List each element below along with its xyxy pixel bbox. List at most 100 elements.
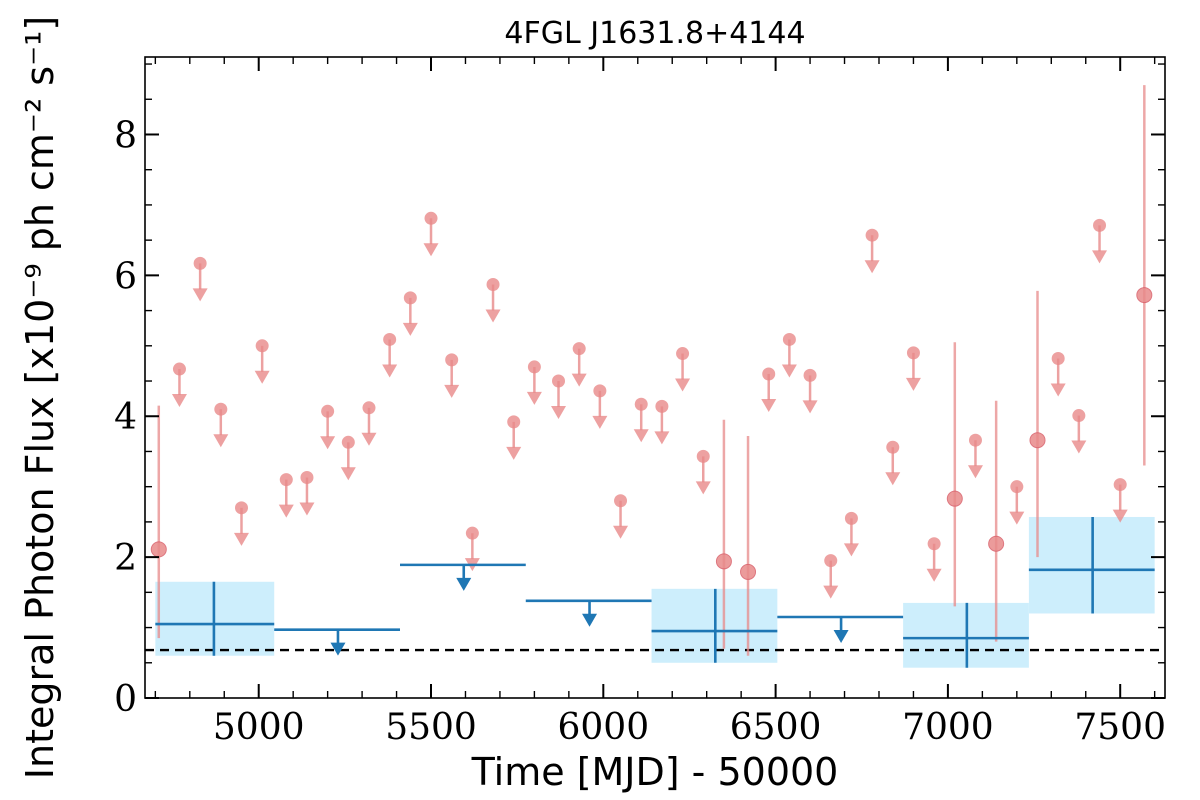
y-axis-label: Integral Photon Flux [x10⁻⁹ ph cm⁻² s⁻¹] — [18, 16, 62, 779]
fine-limit-arrow-10 — [361, 432, 377, 446]
fine-limit-point-29 — [762, 367, 776, 381]
coarse-limit-arrow-2 — [456, 577, 472, 591]
fine-limit-point-4 — [234, 501, 248, 515]
fine-limit-arrow-1 — [171, 394, 187, 408]
fine-limit-point-6 — [279, 473, 293, 487]
fine-limit-arrow-29 — [761, 398, 777, 412]
y-tick-label-3: 6 — [114, 256, 137, 297]
fine-limit-point-21 — [593, 384, 607, 398]
fine-limit-arrow-30 — [781, 364, 797, 378]
fine-limit-point-1 — [172, 362, 186, 376]
fine-limit-arrow-32 — [823, 585, 839, 599]
y-tick-label-0: 0 — [114, 679, 137, 720]
coarse-limit-arrow-5 — [833, 629, 849, 643]
fine-limit-arrow-19 — [551, 406, 567, 420]
fine-limit-arrow-37 — [926, 568, 942, 582]
fine-limit-arrow-26 — [695, 481, 711, 495]
fine-limit-arrow-7 — [299, 502, 315, 516]
fine-limit-arrow-46 — [1112, 509, 1128, 523]
fine-limit-point-41 — [1010, 480, 1024, 494]
fine-limit-arrow-24 — [654, 431, 670, 445]
fine-limit-arrow-36 — [905, 377, 921, 391]
fine-limit-arrow-9 — [340, 467, 356, 481]
fine-limit-point-16 — [486, 278, 500, 292]
fine-point-27 — [715, 553, 732, 570]
fine-limit-point-20 — [572, 342, 586, 356]
fine-limit-arrow-6 — [278, 504, 294, 518]
fine-limit-point-12 — [403, 291, 417, 305]
fine-limit-point-32 — [824, 554, 838, 568]
fine-limit-point-5 — [255, 339, 269, 353]
fine-limit-point-44 — [1072, 409, 1086, 423]
fine-limit-point-33 — [844, 511, 858, 525]
fine-limit-arrow-3 — [213, 434, 229, 448]
axis-ticks: 5000 5500 6000 6500 7000 7500 0 2 4 6 8 — [114, 57, 1166, 748]
plot-area — [145, 85, 1165, 668]
x-tick-label-3: 6500 — [730, 707, 822, 748]
fine-limit-point-9 — [341, 435, 355, 449]
chart-title: 4FGL J1631.8+4144 — [504, 16, 805, 51]
fine-point-0 — [150, 541, 167, 558]
fine-limit-arrow-22 — [613, 525, 629, 539]
fine-limit-point-34 — [865, 228, 879, 242]
fine-limit-arrow-35 — [885, 472, 901, 486]
fine-limit-point-26 — [696, 449, 710, 463]
fine-limit-arrow-5 — [254, 370, 270, 384]
fine-limit-arrow-33 — [843, 543, 859, 557]
fine-limit-point-23 — [634, 397, 648, 411]
fine-limit-arrow-11 — [382, 364, 398, 378]
fine-limit-arrow-44 — [1071, 440, 1087, 454]
fine-limit-point-43 — [1051, 351, 1065, 365]
fine-limit-arrow-41 — [1009, 511, 1025, 525]
y-tick-label-2: 4 — [114, 397, 137, 438]
x-tick-label-1: 5500 — [385, 707, 477, 748]
fine-point-40 — [988, 535, 1005, 552]
fine-limit-point-24 — [655, 399, 669, 413]
x-tick-label-2: 6000 — [557, 707, 649, 748]
fine-limit-point-3 — [214, 402, 228, 416]
fine-limit-arrow-13 — [423, 243, 439, 257]
fine-limit-arrow-18 — [526, 391, 542, 405]
fine-limit-point-17 — [507, 415, 521, 429]
fine-limit-point-11 — [383, 332, 397, 346]
fine-limit-point-14 — [445, 353, 459, 367]
fine-limit-point-22 — [614, 494, 628, 508]
fine-limit-arrow-23 — [633, 429, 649, 443]
fine-limit-point-35 — [886, 440, 900, 454]
fine-limit-point-30 — [782, 332, 796, 346]
fine-limit-point-36 — [906, 346, 920, 360]
fine-limit-point-39 — [968, 433, 982, 447]
fine-limit-point-19 — [552, 374, 566, 388]
fine-limit-arrow-34 — [864, 260, 880, 274]
fine-limit-arrow-12 — [402, 322, 418, 336]
fine-limit-point-8 — [321, 404, 335, 418]
x-tick-label-5: 7500 — [1074, 707, 1166, 748]
fine-limit-point-25 — [676, 347, 690, 361]
fine-limit-arrow-2 — [192, 288, 208, 302]
fine-limit-point-37 — [927, 537, 941, 551]
fine-limit-point-31 — [803, 368, 817, 382]
fine-limit-point-45 — [1093, 218, 1107, 232]
fine-limit-arrow-4 — [233, 532, 249, 546]
y-tick-label-4: 8 — [114, 115, 137, 156]
fine-point-47 — [1136, 287, 1153, 304]
fine-limit-arrow-17 — [506, 446, 522, 460]
fine-limit-point-46 — [1113, 478, 1127, 492]
fine-point-38 — [946, 490, 963, 507]
fine-limit-arrow-31 — [802, 400, 818, 414]
x-tick-label-0: 5000 — [213, 707, 305, 748]
axes-frame — [144, 56, 1166, 699]
fine-point-42 — [1029, 432, 1046, 449]
x-axis-label: Time [MJD] - 50000 — [471, 750, 839, 794]
x-tick-label-4: 7000 — [902, 707, 994, 748]
fine-limit-point-13 — [424, 211, 438, 225]
fine-limit-arrow-39 — [967, 465, 983, 479]
fine-limit-arrow-8 — [320, 436, 336, 450]
fine-limit-arrow-25 — [675, 378, 691, 392]
fine-limit-point-7 — [300, 471, 314, 485]
fine-limit-arrow-21 — [592, 415, 608, 429]
fine-limit-arrow-16 — [485, 309, 501, 323]
fine-point-28 — [740, 563, 757, 580]
fine-limit-arrow-20 — [571, 373, 587, 387]
